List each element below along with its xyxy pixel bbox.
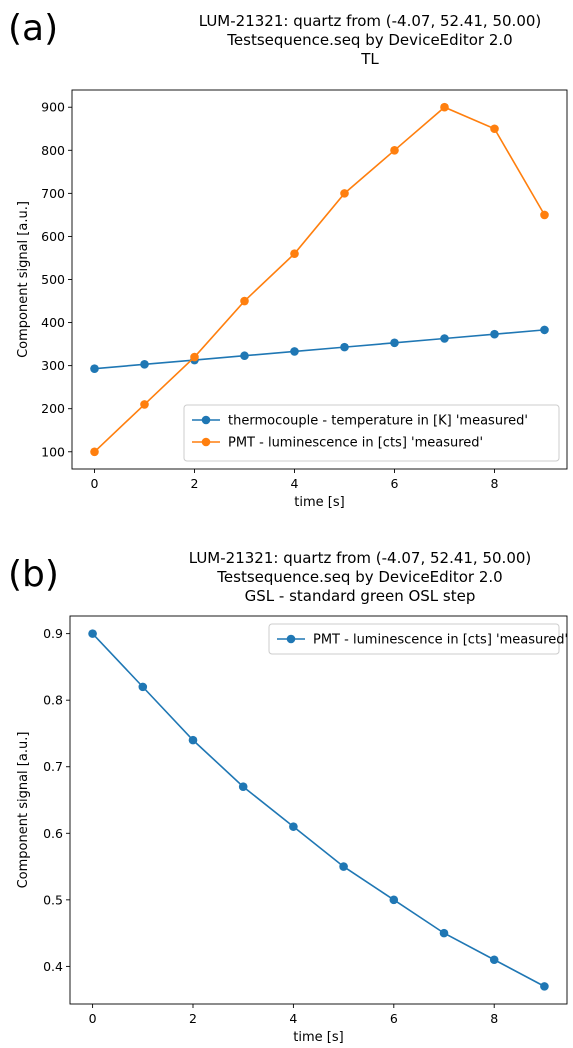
chart-a-series-1-point (390, 338, 399, 348)
chart-b-y-tick-label: 0.8 (43, 693, 63, 708)
chart-b-legend-swatch-marker (286, 634, 296, 644)
chart-b: (b) LUM-21321: quartz from (-4.07, 52.41,… (8, 549, 568, 1045)
chart-a-series-1-line (94, 329, 545, 370)
chart-a-legend-swatch-marker (201, 415, 211, 425)
chart-b-series-1-point (540, 982, 549, 991)
chart-a-title-line-1: LUM-21321: quartz from (-4.07, 52.41, 50… (199, 12, 542, 30)
chart-b-y-tick-label: 0.7 (43, 759, 63, 774)
chart-b-legend-entry: PMT - luminescence in [cts] 'measured' (313, 633, 568, 648)
chart-a-series-1-point (290, 347, 299, 356)
chart-b-x-tick-label: 8 (490, 1011, 498, 1026)
chart-b-legend-box (268, 623, 560, 655)
chart-a-series-2-point (390, 145, 399, 155)
chart-a-series-1-point (340, 342, 349, 352)
chart-a-series-2-point (540, 210, 549, 220)
chart-a-x-tick-label: 0 (91, 476, 99, 491)
chart-b-series-1-point (138, 682, 148, 692)
chart-b-y-tick-label: 0.9 (43, 626, 63, 641)
chart-a-series-2-point (140, 400, 149, 409)
chart-b-series-1-point (489, 955, 499, 965)
chart-b-series-1-point (289, 822, 298, 831)
chart-a-x-tick-label: 6 (391, 476, 399, 491)
chart-a-y-tick-label: 900 (41, 100, 65, 115)
chart-a-legend-swatch-marker (201, 437, 211, 447)
chart-b-y-tick-label: 0.5 (43, 892, 63, 907)
chart-a-y-tick-label: 400 (41, 315, 65, 330)
chart-a-series-1-point (90, 364, 99, 373)
chart-a-series-2-point (340, 189, 349, 198)
chart-b-x-tick-label: 0 (89, 1011, 97, 1026)
chart-b-series-1-point (389, 895, 399, 905)
chart-a-series-2-point (490, 124, 499, 134)
chart-a-series-1-point (140, 360, 149, 369)
chart-b-panel-label: (b) (8, 554, 59, 595)
chart-a-series-2-point (440, 102, 449, 112)
chart-a-y-tick-label: 200 (41, 401, 65, 416)
chart-b-title-line-1: LUM-21321: quartz from (-4.07, 52.41, 50… (189, 549, 532, 567)
chart-a-series-1-point (490, 329, 499, 339)
chart-a: (a) LUM-21321: quartz from (-4.07, 52.41,… (8, 8, 568, 510)
chart-b-y-tick-label: 0.4 (43, 959, 63, 974)
chart-a-y-tick-label: 100 (41, 444, 65, 459)
chart-a-x-tick-label: 2 (191, 476, 199, 491)
chart-b-title-line-3: GSL - standard green OSL step (245, 587, 476, 605)
chart-b-series-1-point (188, 735, 198, 745)
chart-b-y-tick-label: 0.6 (43, 826, 63, 841)
chart-b-series-1-point (238, 782, 248, 792)
chart-b-series-1-point (88, 629, 97, 638)
chart-a-legend-entry: thermocouple - temperature in [K] 'measu… (228, 414, 528, 429)
chart-b-series-1-point (439, 928, 449, 938)
chart-b-x-axis-label: time [s] (293, 1030, 343, 1045)
chart-b-x-tick-label: 2 (189, 1011, 197, 1026)
chart-a-title-line-2: Testsequence.seq by DeviceEditor 2.0 (226, 31, 512, 49)
chart-b-x-tick-label: 6 (390, 1011, 398, 1026)
chart-a-series-1-point (540, 325, 549, 335)
chart-a-series-2-line (93, 106, 546, 453)
chart-a-y-axis-label: Component signal [a.u.] (16, 201, 31, 358)
chart-a-legend-box (183, 404, 560, 462)
chart-a-y-tick-label: 500 (41, 272, 65, 287)
chart-b-title-line-2: Testsequence.seq by DeviceEditor 2.0 (216, 568, 502, 586)
chart-a-series-2-point (240, 296, 249, 306)
chart-a-y-tick-label: 600 (41, 229, 65, 244)
chart-a-series-1-point (440, 334, 449, 343)
chart-a-panel-label: (a) (8, 8, 58, 49)
chart-b-x-tick-label: 4 (289, 1011, 297, 1026)
chart-b-series-1-point (339, 862, 348, 871)
chart-a-y-tick-label: 700 (41, 186, 65, 201)
chart-a-legend-entry: PMT - luminescence in [cts] 'measured' (228, 436, 483, 451)
chart-b-y-axis-label: Component signal [a.u.] (16, 732, 31, 889)
chart-a-series-2-point (190, 352, 199, 362)
chart-b-series-1-line (92, 633, 545, 988)
chart-a-y-tick-label: 300 (41, 358, 65, 373)
chart-a-title-line-3: TL (360, 50, 379, 68)
chart-a-series-1-point (240, 351, 249, 361)
chart-a-x-axis-label: time [s] (294, 495, 344, 510)
chart-a-x-tick-label: 8 (491, 476, 499, 491)
chart-a-x-tick-label: 4 (291, 476, 299, 491)
chart-a-series-2-point (290, 249, 299, 258)
chart-a-y-tick-label: 800 (41, 143, 65, 158)
chart-a-series-2-point (90, 447, 99, 457)
chart-b-axes-frame (69, 615, 568, 1005)
